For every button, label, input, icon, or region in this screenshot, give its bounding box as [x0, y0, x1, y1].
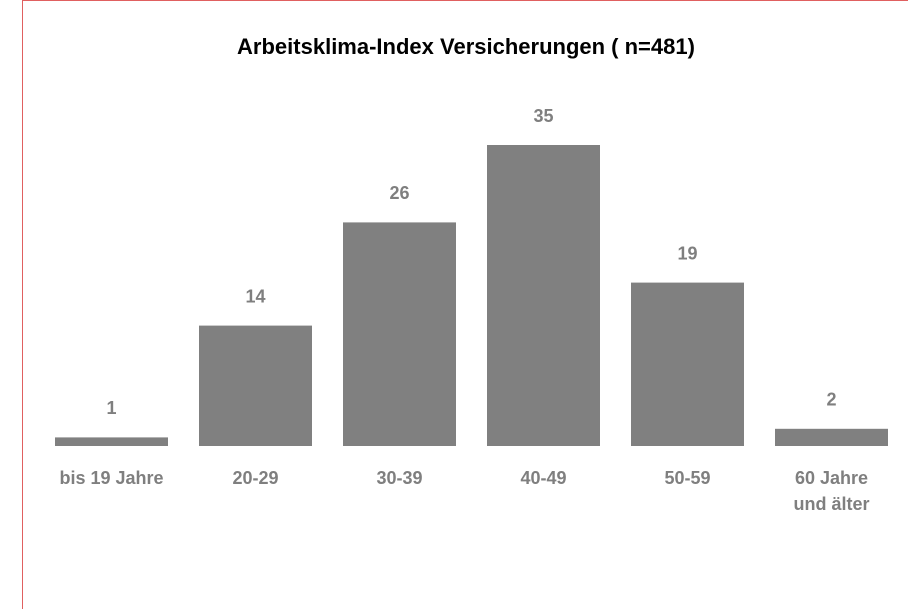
- bar: [199, 325, 312, 446]
- data-label: 1: [106, 398, 116, 418]
- x-tick-label: 30-39: [376, 468, 423, 488]
- data-label: 35: [533, 106, 553, 126]
- chart-title: Arbeitsklima-Index Versicherungen ( n=48…: [237, 34, 695, 59]
- x-tick-label: bis 19 Jahre: [59, 468, 164, 488]
- x-tick-label: 60 Jahre und älter: [793, 468, 870, 514]
- data-label: 2: [826, 390, 836, 410]
- bar: [55, 437, 168, 446]
- data-label: 26: [389, 183, 409, 203]
- frame: [22, 0, 908, 609]
- bar: [775, 428, 888, 446]
- bar: [343, 222, 456, 446]
- x-tick-label: 40-49: [520, 468, 567, 488]
- bar: [631, 282, 744, 446]
- data-label: 14: [245, 286, 265, 306]
- bar: [487, 145, 600, 446]
- data-label: 19: [677, 243, 697, 263]
- x-tick-label: 50-59: [664, 468, 711, 488]
- x-tick-label: 20-29: [232, 468, 279, 488]
